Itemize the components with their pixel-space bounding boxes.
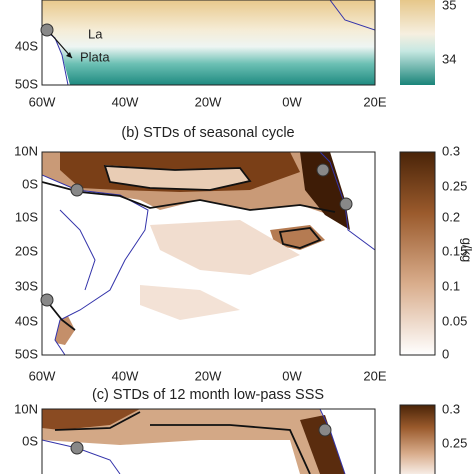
x-tick-label: 20E bbox=[363, 368, 386, 383]
annotation: La bbox=[88, 26, 103, 41]
colorbar-tick-label: 0.25 bbox=[442, 178, 467, 193]
station bbox=[316, 163, 330, 177]
y-tick-label: 10N bbox=[14, 143, 38, 158]
station bbox=[40, 23, 54, 37]
x-tick-label: 0W bbox=[282, 368, 302, 383]
panel-title: (c) STDs of 12 month low-pass SSS bbox=[92, 387, 324, 403]
y-tick-label: 10S bbox=[15, 209, 38, 224]
colorbar-tick-label: 0.1 bbox=[442, 278, 460, 293]
panel-a-frame bbox=[41, 0, 376, 86]
colorbar-a bbox=[400, 0, 435, 85]
colorbar-tick-label: 0.25 bbox=[442, 435, 467, 450]
colorbar-tick-label: 0.3 bbox=[442, 143, 460, 158]
y-tick-label: 20S bbox=[15, 243, 38, 258]
y-tick-label: 30S bbox=[15, 278, 38, 293]
panel-a-map bbox=[42, 0, 375, 85]
y-tick-label: 40S bbox=[15, 313, 38, 328]
colorbar-tick-label: 0.2 bbox=[442, 209, 460, 224]
station bbox=[40, 293, 54, 307]
station bbox=[70, 441, 84, 455]
y-tick-label: 50S bbox=[15, 76, 38, 91]
panel-title: (b) STDs of seasonal cycle bbox=[121, 125, 294, 141]
arrow-head bbox=[66, 52, 72, 58]
x-tick-label: 0W bbox=[282, 94, 302, 109]
colorbar-tick-label: 0.05 bbox=[442, 313, 467, 328]
station bbox=[318, 423, 332, 437]
y-tick-label: 0S bbox=[22, 433, 38, 448]
colorbar-unit: g/kg bbox=[460, 238, 474, 263]
panel-b-map bbox=[42, 152, 375, 355]
station bbox=[70, 183, 84, 197]
y-tick-label: 10N bbox=[14, 401, 38, 416]
colorbar-tick-label: 35 bbox=[442, 0, 456, 12]
colorbar-tick-label: 0.15 bbox=[442, 243, 467, 258]
y-tick-label: 0S bbox=[22, 176, 38, 191]
panel-b-frame bbox=[41, 151, 376, 356]
x-tick-label: 40W bbox=[112, 368, 139, 383]
colorbar-tick-label: 0 bbox=[442, 346, 449, 361]
x-tick-label: 20W bbox=[195, 368, 222, 383]
x-tick-label: 40W bbox=[112, 94, 139, 109]
x-tick-label: 20W bbox=[195, 94, 222, 109]
x-tick-label: 20E bbox=[363, 94, 386, 109]
colorbar-tick-label: 34 bbox=[442, 51, 456, 66]
panel-c-frame bbox=[41, 408, 376, 474]
annotation: Plata bbox=[80, 49, 110, 64]
panel-c-map bbox=[42, 409, 375, 474]
colorbar-c bbox=[399, 404, 436, 474]
colorbar-tick-label: 0.3 bbox=[442, 401, 460, 416]
x-tick-label: 60W bbox=[29, 94, 56, 109]
y-tick-label: 50S bbox=[15, 346, 38, 361]
y-tick-label: 40S bbox=[15, 38, 38, 53]
station bbox=[339, 197, 353, 211]
colorbar-b bbox=[399, 151, 436, 356]
x-tick-label: 60W bbox=[29, 368, 56, 383]
